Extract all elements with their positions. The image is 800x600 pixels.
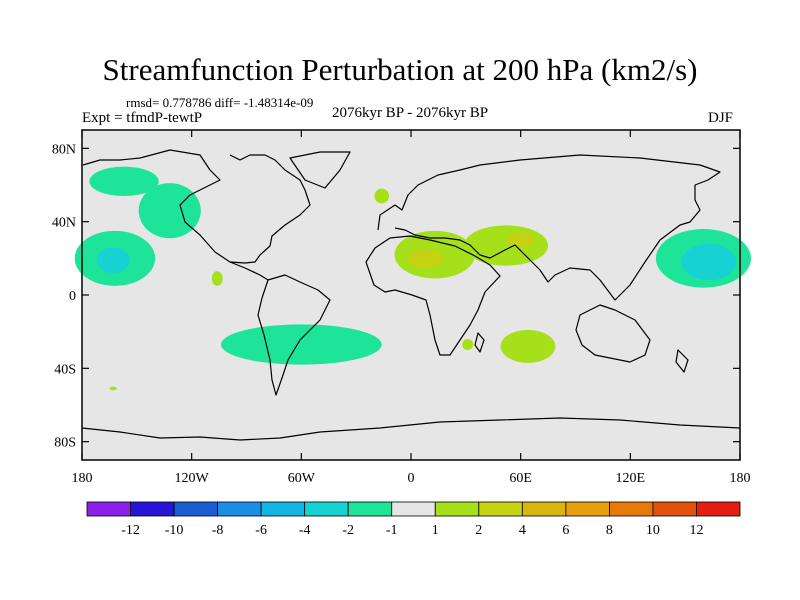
x-tick-label: 120E [616,471,646,486]
colorbar-label: 12 [689,523,703,538]
x-tick-label: 0 [408,471,415,486]
colorbar-swatch [130,501,175,517]
colorbar-label: 10 [646,523,660,538]
experiment-label: Expt = tfmdP-tewtP [82,110,203,126]
colorbar-swatch [565,501,610,517]
greenland-coast [289,151,351,189]
region-south-indian-ocean-positive [500,329,556,363]
colorbar-swatch [260,501,306,517]
eurasia-coast [377,154,721,301]
madagascar-coast [474,332,485,353]
x-tick-label: 120W [175,471,210,486]
region-south-atlantic-negative [220,324,382,365]
colorbar-swatch [521,501,567,517]
region-south-africa-positive [462,339,474,350]
y-tick-label: 80S [54,436,76,451]
axis-ticks: 180 120W 60W 0 60E 120E 180 80N 40N 0 40S 80S [52,130,751,486]
chart-title: Streamfunction Perturbation at 200 hPa (… [102,52,698,87]
colorbar-label: -6 [255,523,267,538]
x-tick-label: 180 [730,471,751,486]
colorbar: -12 -10 -8 -6 -4 -2 -1 1 2 4 6 8 10 12 [86,501,741,538]
region-east-pacific-positive [211,271,223,286]
y-tick-label: 0 [69,289,76,304]
x-tick-label: 60W [288,471,316,486]
colorbar-swatch [434,501,480,517]
colorbar-label: 2 [475,523,482,538]
colorbar-label: 4 [519,523,526,538]
y-tick-label: 40S [54,362,76,377]
region-north-pacific-negative-tongue [89,166,159,196]
region-north-atlantic-positive [374,188,390,204]
region-sahara-core [407,249,444,268]
colorbar-swatch [86,501,131,517]
colorbar-label: -12 [121,523,140,538]
colorbar-label: -8 [212,523,224,538]
colorbar-swatch [609,501,654,517]
colorbar-label: -2 [342,523,354,538]
antarctica-coast [81,417,741,441]
colorbar-swatch [478,501,523,517]
region-arabia-positive [464,225,549,266]
south-america-coast [257,274,331,396]
region-south-pacific-positive [109,386,117,391]
region-north-pacific-negative [138,183,201,239]
colorbar-swatch [696,501,741,517]
stats-label: rmsd= 0.778786 diff= -1.48314e-09 [126,95,314,110]
contour-regions [74,166,751,391]
colorbar-label: -4 [299,523,311,538]
period-label: 2076kyr BP - 2076kyr BP [331,105,489,121]
colorbar-swatch [391,501,436,517]
colorbar-label: -1 [386,523,398,538]
colorbar-label: -10 [165,523,184,538]
colorbar-label: 8 [606,523,613,538]
colorbar-label: 6 [562,523,569,538]
central-america-coast [229,261,269,281]
y-tick-label: 80N [52,142,76,157]
x-tick-label: 180 [72,471,93,486]
colorbar-swatch [304,501,349,517]
colorbar-swatch [347,501,393,517]
colorbar-swatch [652,501,697,517]
colorbar-label: 1 [432,523,439,538]
north-america-coast [82,149,311,264]
region-middle-east-core [506,232,536,248]
new-zealand-coast [675,349,689,373]
x-tick-label: 60E [509,471,532,486]
season-label: DJF [708,110,734,126]
coastlines [81,149,741,441]
colorbar-swatch [173,501,218,517]
region-west-pacific-core [681,243,737,281]
africa-coast [365,235,501,356]
region-central-pacific-core [96,247,130,273]
colorbar-swatch [217,501,262,517]
y-tick-label: 40N [52,216,76,231]
australia-coast [575,304,651,363]
